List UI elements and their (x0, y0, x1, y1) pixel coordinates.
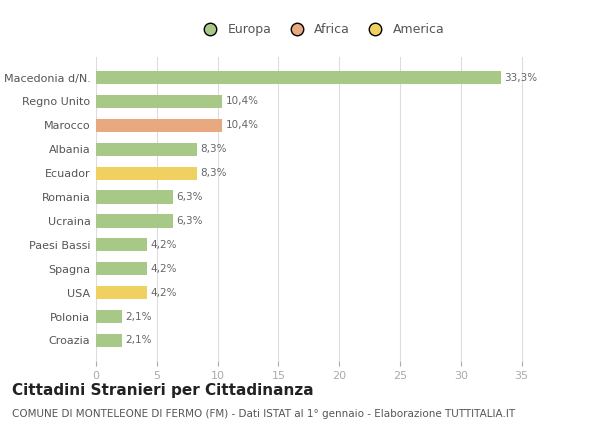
Bar (96, 167, 197, 180)
Bar (96, 238, 147, 251)
Bar (96, 191, 173, 204)
Bar (96, 119, 223, 132)
Text: 4,2%: 4,2% (151, 240, 177, 250)
Bar (96, 214, 173, 227)
Text: 8,3%: 8,3% (200, 144, 227, 154)
Bar (96, 95, 223, 108)
Text: 10,4%: 10,4% (226, 96, 259, 106)
Text: 33,3%: 33,3% (505, 73, 538, 83)
Bar (96, 334, 122, 347)
Bar (96, 71, 501, 84)
Text: COMUNE DI MONTELEONE DI FERMO (FM) - Dati ISTAT al 1° gennaio - Elaborazione TUT: COMUNE DI MONTELEONE DI FERMO (FM) - Dat… (12, 409, 515, 419)
Text: 2,1%: 2,1% (125, 312, 152, 322)
Text: 4,2%: 4,2% (151, 288, 177, 297)
Legend: Europa, Africa, America: Europa, Africa, America (193, 18, 449, 41)
Text: 2,1%: 2,1% (125, 335, 152, 345)
Bar (96, 143, 197, 156)
Text: 4,2%: 4,2% (151, 264, 177, 274)
Text: 8,3%: 8,3% (200, 168, 227, 178)
Bar (96, 262, 147, 275)
Bar (96, 310, 122, 323)
Text: 6,3%: 6,3% (176, 192, 203, 202)
Text: 10,4%: 10,4% (226, 121, 259, 130)
Text: 6,3%: 6,3% (176, 216, 203, 226)
Bar (96, 286, 147, 299)
Text: Cittadini Stranieri per Cittadinanza: Cittadini Stranieri per Cittadinanza (12, 383, 314, 398)
